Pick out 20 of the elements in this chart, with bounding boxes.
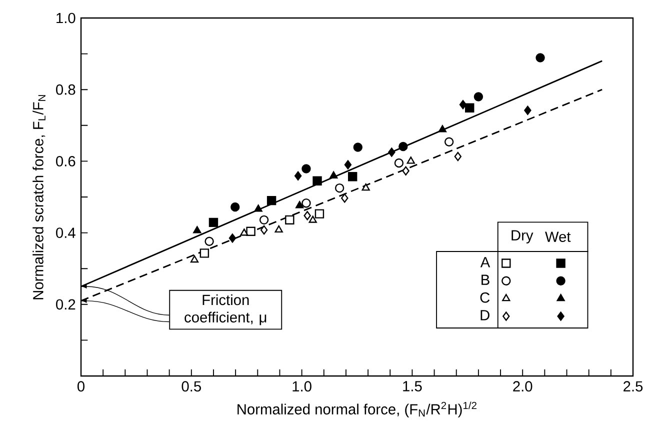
legend-label: A <box>480 257 490 268</box>
legend-label: C <box>480 292 490 303</box>
x-tick-label: 2.0 <box>513 381 532 392</box>
y-tick-label: 1.0 <box>56 12 76 24</box>
x-tick-label: 1.5 <box>403 381 422 392</box>
annotation: Dry <box>512 230 534 244</box>
annotation: Wet <box>545 232 571 242</box>
x-tick-label: 1.0 <box>292 381 312 392</box>
legend-label: D <box>480 310 490 320</box>
y-tick-label: 0.8 <box>56 84 76 95</box>
y-tick-label: 0.6 <box>56 156 76 166</box>
x-tick-label: 0 <box>77 381 84 392</box>
legend-label: B <box>482 274 490 285</box>
y-tick-label: 0.4 <box>56 228 76 238</box>
x-tick-label: 2.5 <box>624 381 643 392</box>
y-axis-title: Normalized scratch force, F$_{L}$/F$_{N}$ <box>32 95 46 300</box>
y-tick-label: 0.2 <box>56 299 76 310</box>
annotation: Friction coefficient, μ <box>184 294 266 326</box>
x-axis-title: Normalized normal force, (F$_{N}$/R$^{2}$H)$^{1/2}$ <box>238 402 476 418</box>
x-tick-label: 0.5 <box>182 381 201 392</box>
